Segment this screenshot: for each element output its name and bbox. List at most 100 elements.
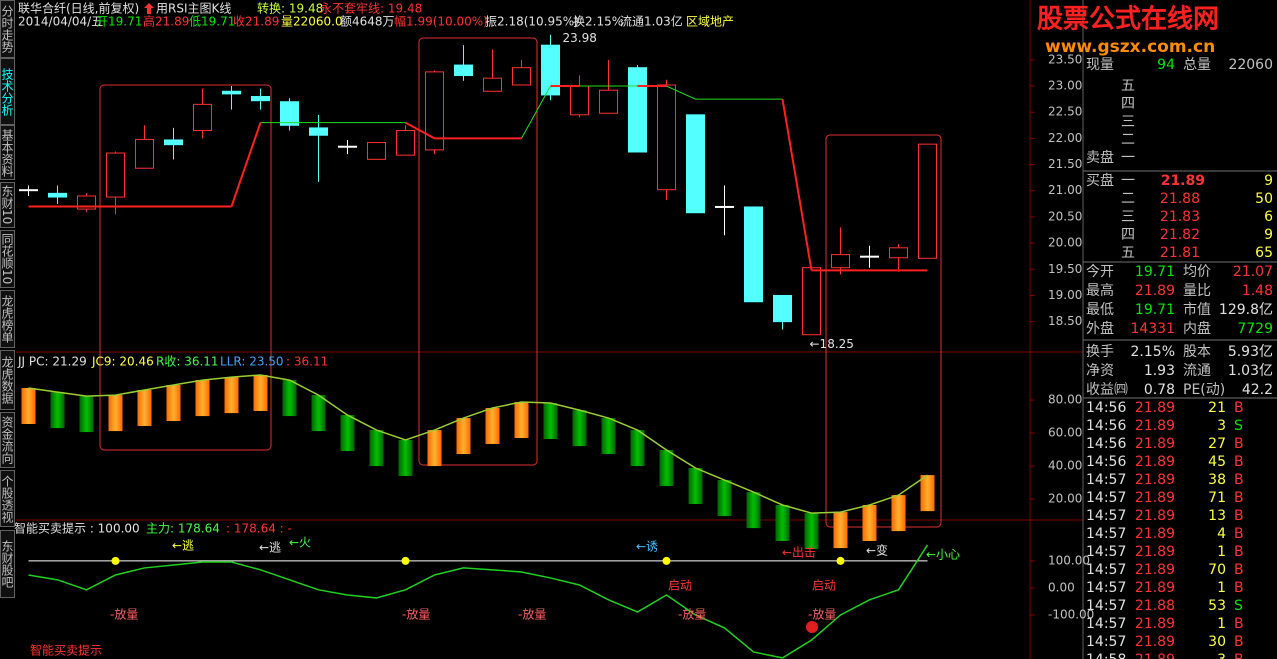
y-tick-label: 20.50 [1048,209,1082,223]
buy-level: 二 [1121,191,1135,207]
trade-volume: 30 [1208,634,1226,650]
book-label: 总量 [1183,57,1211,73]
stat-value: 7729 [1237,321,1273,337]
trade-time: 14:57 [1086,598,1126,614]
buy-volume: 65 [1255,245,1273,261]
trade-volume: 4 [1217,526,1226,542]
side-tab[interactable]: 东财股吧 [0,530,15,598]
stat-label: 最高 [1086,282,1114,299]
osc-legend: JC9: 20.46 [91,355,154,369]
candle-body [222,90,241,95]
candle-body [367,142,386,160]
trade-side: B [1234,454,1244,470]
quote-field: 高21.89 [143,14,189,29]
buy-price: 21.82 [1160,227,1200,243]
y-tick-label: 40.00 [1048,459,1082,473]
trade-side: S [1234,418,1243,434]
trade-price: 21.89 [1135,418,1175,434]
osc-bar [195,380,210,417]
buy-level: 五 [1121,245,1135,261]
frame [16,0,1084,659]
buy-price: 21.83 [1160,209,1200,225]
trade-side: B [1234,652,1244,659]
stat-label: 换手 [1086,343,1114,360]
trade-volume: 38 [1208,472,1226,488]
osc-bar [717,480,732,517]
sell-level: 五 [1121,78,1135,94]
osc-bar [833,512,848,549]
stat-value: 21.89 [1135,283,1175,299]
buy-level: 四 [1121,227,1135,243]
buy-volume: 9 [1264,173,1273,189]
stat-value: 0.78 [1144,382,1175,398]
side-tab[interactable]: 龙虎榜单 [0,290,15,348]
y-tick-label: 22.50 [1048,105,1082,119]
quote-field: 2014/04/04/五 [18,15,103,29]
stat-label: 收益㈣ [1086,382,1128,398]
signal-annotation: -放量 [518,607,546,622]
osc-bar [282,380,297,417]
quote-field: 幅1.99(10.00%) [394,14,488,29]
side-tab[interactable]: 东财10 [0,182,15,228]
signal-dot [836,556,845,565]
osc-bar [688,468,703,505]
buy-level: 一 [1121,173,1135,189]
trade-price: 21.88 [1135,598,1175,614]
osc-bar [427,430,442,467]
signal-line [28,544,929,659]
side-tab[interactable]: 资金流向 [0,412,15,468]
trade-volume: 45 [1208,454,1226,470]
y-tick-label: 21.50 [1048,157,1082,171]
y-tick-label: 0.00 [1048,580,1075,594]
trade-side: B [1234,562,1244,578]
osc-bar [485,407,500,444]
quote-field: 流通1.03亿 [620,14,683,29]
convert-label: 转换: 19.48 [257,1,323,16]
side-tab[interactable]: 龙虎数据 [0,350,15,410]
trade-side: B [1234,490,1244,506]
trade-price: 21.89 [1135,580,1175,596]
trade-price: 21.89 [1135,472,1175,488]
quote-field: 换2.15% [573,15,623,29]
stat-value: 19.71 [1135,302,1175,318]
osc-bar [659,450,674,487]
osc-bar [79,396,94,433]
candle-body [628,67,647,153]
high-label: 23.98 [563,31,597,45]
side-tab[interactable]: 技术分析 [0,58,15,125]
candle-body [193,103,212,132]
stat-value: 42.2 [1242,382,1273,398]
osc-bar [862,504,877,541]
candle-body [425,71,444,151]
signal-legend: 主力: 178.64 [146,522,220,536]
side-tab[interactable]: 个股透视 [0,470,15,527]
buy-price: 21.81 [1160,245,1200,261]
signal-annotation: ←逃 [172,539,194,553]
trade-time: 14:56 [1086,418,1126,434]
signal-dot [111,556,120,565]
trade-price: 21.89 [1135,400,1175,416]
osc-bar [311,395,326,432]
candle-body [454,64,473,77]
trade-time: 14:57 [1086,544,1126,560]
candle-body [744,206,763,303]
side-tab[interactable]: 同花顺10 [0,230,15,288]
stat-value: 1.93 [1144,363,1175,379]
candle-body [396,130,415,156]
stop-line [521,85,551,139]
stop-line [781,98,813,271]
stat-label: 市值 [1183,301,1211,318]
side-tab[interactable]: 基本资料 [0,125,15,180]
signal-annotation: 启动 [812,579,836,593]
trade-volume: 3 [1217,418,1226,434]
signal-legend: 智能买卖提示 : 100.00 [14,521,140,536]
candle-body [280,101,299,126]
y-tick-label: 100.00 [1048,553,1090,567]
osc-bar [456,418,471,455]
trade-time: 14:56 [1086,400,1126,416]
side-tab[interactable]: 分时走势 [0,0,15,58]
trade-side: S [1234,598,1243,614]
stat-label: 最低 [1086,302,1114,318]
trade-side: B [1234,436,1244,452]
